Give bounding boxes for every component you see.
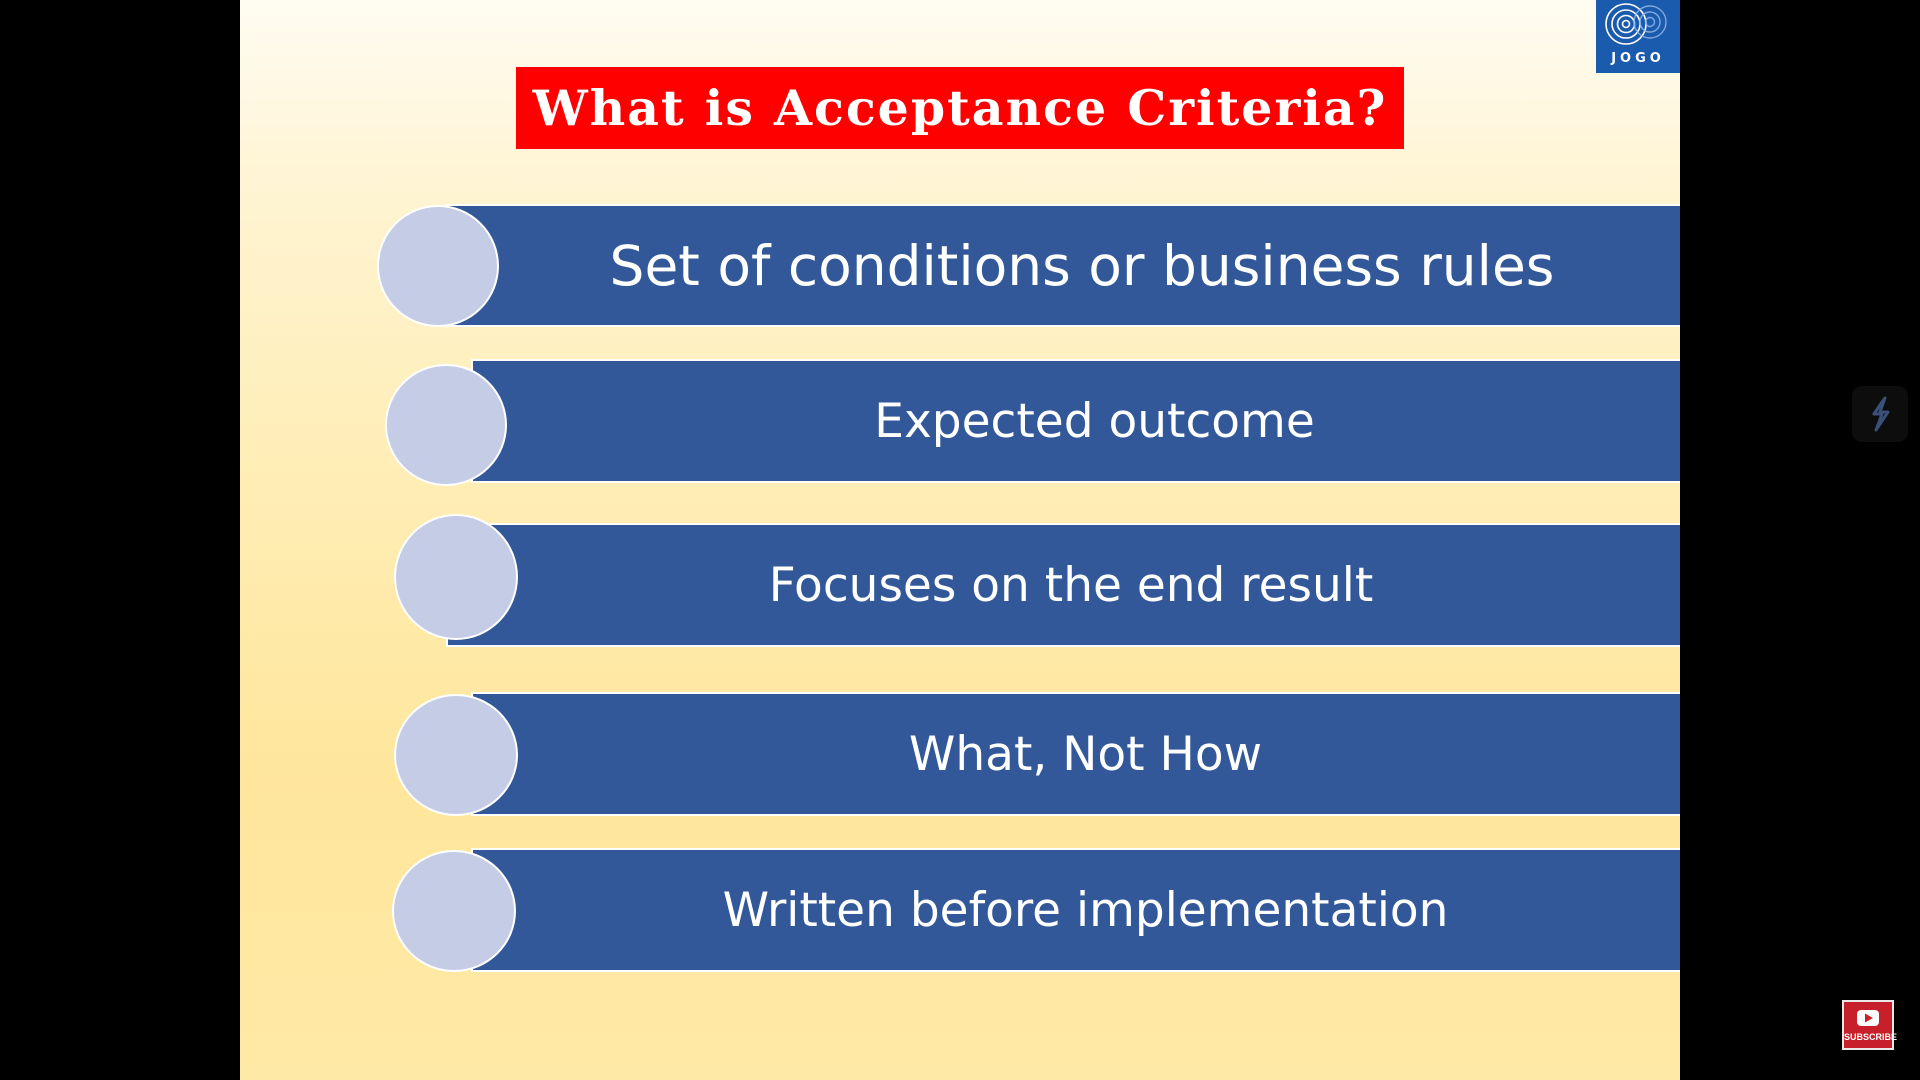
criteria-item-3-label: Focuses on the end result [768,557,1374,613]
criteria-item-4-label: What, Not How [908,726,1263,782]
slide-title: What is Acceptance Criteria? [516,67,1404,149]
criteria-item-5-label: Written before implementation [722,882,1449,938]
criteria-item-3: Focuses on the end result [446,523,1680,647]
concentric-circles-icon [1605,3,1667,45]
criteria-item-2-label: Expected outcome [874,393,1315,449]
criteria-item-4: What, Not How [471,692,1680,816]
bullet-circle-1 [377,205,499,327]
jogo-logo: JOGO [1596,0,1680,73]
bullet-circle-3 [394,514,518,640]
logo-text: JOGO [1611,51,1665,66]
criteria-item-5: Written before implementation [471,848,1680,972]
play-icon [1857,1010,1879,1026]
bullet-circle-4 [394,694,518,816]
bullet-circle-5 [392,850,516,972]
bullet-circle-2 [385,364,507,486]
criteria-item-2: Expected outcome [471,359,1680,483]
bolt-icon[interactable] [1852,386,1908,442]
subscribe-label: SUBSCRIBE [1844,1032,1898,1042]
criteria-item-1-label: Set of conditions or business rules [609,233,1555,298]
slide: What is Acceptance Criteria? Set of cond… [240,0,1680,1080]
criteria-item-1: Set of conditions or business rules [446,204,1680,327]
subscribe-button[interactable]: SUBSCRIBE [1842,1000,1898,1050]
